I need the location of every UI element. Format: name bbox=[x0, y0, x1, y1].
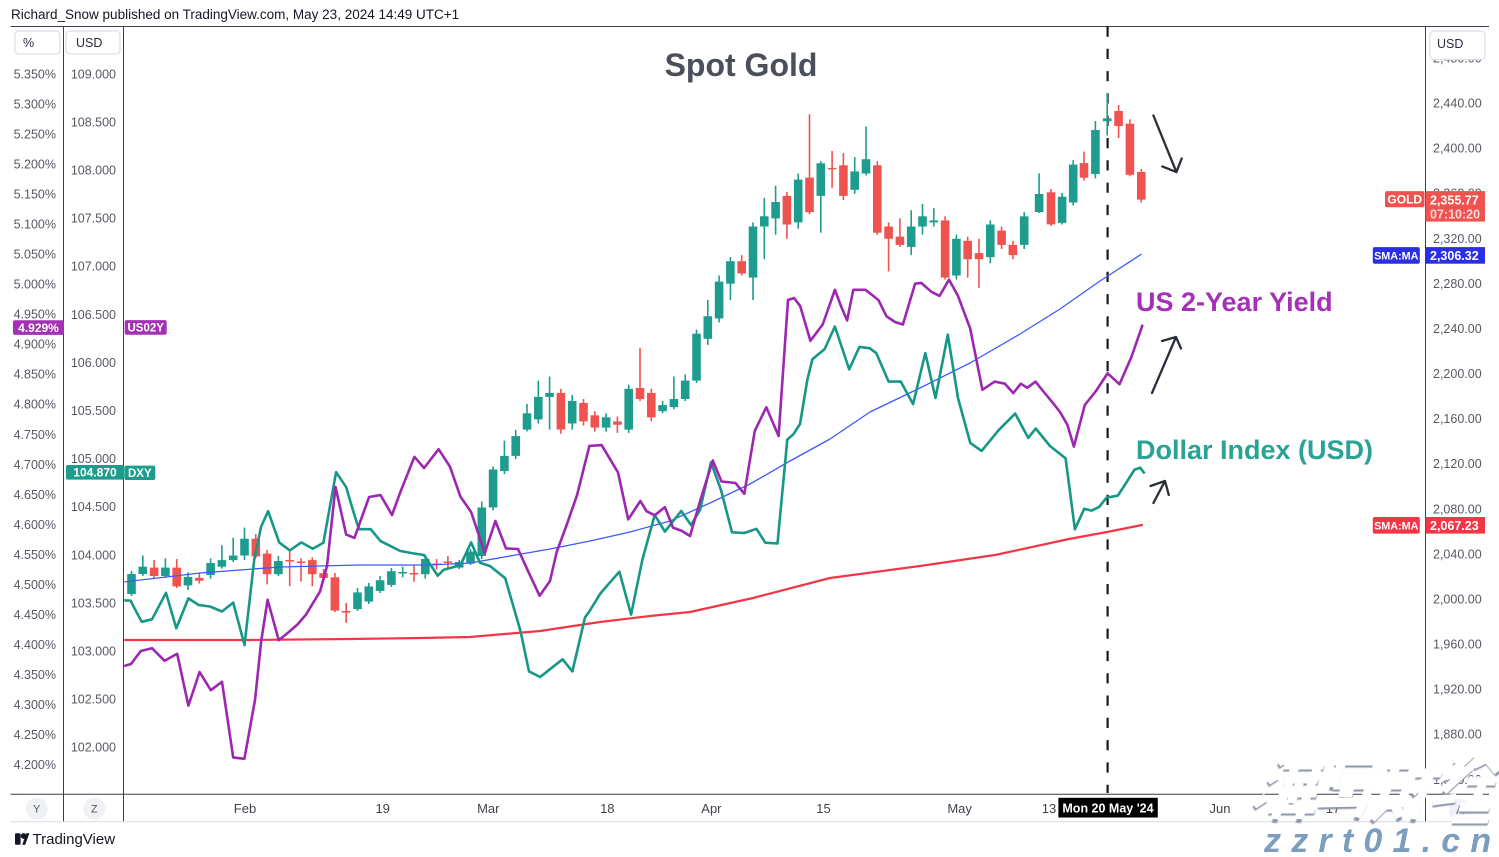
svg-text:2,400.00: 2,400.00 bbox=[1433, 142, 1482, 156]
svg-text:5.250%: 5.250% bbox=[14, 127, 56, 141]
svg-text:USD: USD bbox=[76, 36, 102, 50]
svg-text:2,000.00: 2,000.00 bbox=[1433, 593, 1482, 607]
svg-text:2,067.23: 2,067.23 bbox=[1430, 519, 1479, 533]
svg-text:Y: Y bbox=[33, 804, 41, 816]
svg-text:5.350%: 5.350% bbox=[14, 67, 56, 81]
svg-text:2,080.00: 2,080.00 bbox=[1433, 502, 1482, 516]
svg-text:May: May bbox=[947, 801, 972, 816]
svg-text:4.929%: 4.929% bbox=[18, 321, 59, 335]
svg-text:106.000: 106.000 bbox=[71, 356, 116, 370]
svg-text:4.200%: 4.200% bbox=[14, 758, 56, 772]
svg-text:109.000: 109.000 bbox=[71, 67, 116, 81]
svg-text:105.500: 105.500 bbox=[71, 404, 116, 418]
svg-text:DXY: DXY bbox=[128, 468, 152, 480]
svg-text:4.500%: 4.500% bbox=[14, 578, 56, 592]
svg-text:4.350%: 4.350% bbox=[14, 668, 56, 682]
svg-text:4.550%: 4.550% bbox=[14, 548, 56, 562]
svg-text:4.600%: 4.600% bbox=[14, 518, 56, 532]
svg-text:4.900%: 4.900% bbox=[14, 338, 56, 352]
svg-text:2,160.00: 2,160.00 bbox=[1433, 412, 1482, 426]
svg-text:104.000: 104.000 bbox=[71, 548, 116, 562]
svg-text:102.500: 102.500 bbox=[71, 693, 116, 707]
svg-text:4.450%: 4.450% bbox=[14, 608, 56, 622]
svg-text:Apr: Apr bbox=[701, 801, 722, 816]
svg-text:4.650%: 4.650% bbox=[14, 488, 56, 502]
svg-text:GOLD: GOLD bbox=[1387, 192, 1422, 206]
svg-text:1,880.00: 1,880.00 bbox=[1433, 728, 1482, 742]
svg-text:2,320.00: 2,320.00 bbox=[1433, 232, 1482, 246]
svg-text:13: 13 bbox=[1042, 801, 1056, 816]
svg-text:1,960.00: 1,960.00 bbox=[1433, 638, 1482, 652]
svg-text:4.750%: 4.750% bbox=[14, 428, 56, 442]
svg-text:106.500: 106.500 bbox=[71, 308, 116, 322]
svg-text:5.100%: 5.100% bbox=[14, 218, 56, 232]
svg-text:Dollar Index (USD): Dollar Index (USD) bbox=[1136, 435, 1373, 465]
svg-text:zzrt01.cn: zzrt01.cn bbox=[1263, 822, 1499, 857]
svg-text:107.500: 107.500 bbox=[71, 212, 116, 226]
svg-text:5.300%: 5.300% bbox=[14, 97, 56, 111]
svg-text:4.300%: 4.300% bbox=[14, 698, 56, 712]
svg-text:105.000: 105.000 bbox=[71, 452, 116, 466]
svg-text:%: % bbox=[23, 36, 34, 50]
svg-text:19: 19 bbox=[375, 801, 389, 816]
svg-text:103.000: 103.000 bbox=[71, 645, 116, 659]
svg-text:Feb: Feb bbox=[234, 801, 256, 816]
svg-text:07:10:20: 07:10:20 bbox=[1430, 207, 1480, 221]
svg-text:2,120.00: 2,120.00 bbox=[1433, 457, 1482, 471]
svg-text:US02Y: US02Y bbox=[127, 323, 164, 335]
svg-text:SMA:MA: SMA:MA bbox=[1374, 251, 1419, 263]
svg-text:2,240.00: 2,240.00 bbox=[1433, 322, 1482, 336]
svg-text:Spot Gold: Spot Gold bbox=[665, 47, 818, 83]
svg-text:104.500: 104.500 bbox=[71, 500, 116, 514]
svg-text:2,040.00: 2,040.00 bbox=[1433, 547, 1482, 561]
svg-text:2,280.00: 2,280.00 bbox=[1433, 277, 1482, 291]
svg-text:4.700%: 4.700% bbox=[14, 458, 56, 472]
svg-text:4.850%: 4.850% bbox=[14, 368, 56, 382]
svg-text:2,306.32: 2,306.32 bbox=[1430, 249, 1479, 263]
svg-text:Jun: Jun bbox=[1210, 801, 1231, 816]
svg-text:SMA:MA: SMA:MA bbox=[1374, 521, 1419, 533]
svg-text:2,355.77: 2,355.77 bbox=[1430, 193, 1479, 207]
svg-text:5.050%: 5.050% bbox=[14, 248, 56, 262]
svg-text:4.400%: 4.400% bbox=[14, 638, 56, 652]
svg-text:5.150%: 5.150% bbox=[14, 188, 56, 202]
svg-text:US 2-Year Yield: US 2-Year Yield bbox=[1136, 287, 1333, 317]
svg-text:15: 15 bbox=[816, 801, 830, 816]
svg-text:2,200.00: 2,200.00 bbox=[1433, 367, 1482, 381]
svg-text:4.250%: 4.250% bbox=[14, 728, 56, 742]
svg-text:USD: USD bbox=[1437, 37, 1463, 51]
svg-text:108.500: 108.500 bbox=[71, 115, 116, 129]
svg-text:104.870: 104.870 bbox=[73, 466, 117, 480]
svg-text:Richard_Snow published on Trad: Richard_Snow published on TradingView.co… bbox=[11, 7, 459, 22]
svg-text:108.000: 108.000 bbox=[71, 164, 116, 178]
svg-text:Mar: Mar bbox=[477, 801, 500, 816]
svg-text:2,440.00: 2,440.00 bbox=[1433, 97, 1482, 111]
svg-text:5.000%: 5.000% bbox=[14, 278, 56, 292]
svg-text:4.800%: 4.800% bbox=[14, 398, 56, 412]
svg-text:Mon 20 May '24: Mon 20 May '24 bbox=[1062, 802, 1153, 816]
svg-text:TradingView: TradingView bbox=[33, 831, 116, 848]
svg-text:107.000: 107.000 bbox=[71, 260, 116, 274]
svg-text:18: 18 bbox=[600, 801, 614, 816]
svg-text:102.000: 102.000 bbox=[71, 741, 116, 755]
svg-text:4.950%: 4.950% bbox=[14, 308, 56, 322]
svg-text:Z: Z bbox=[91, 804, 98, 816]
svg-text:5.200%: 5.200% bbox=[14, 157, 56, 171]
svg-text:103.500: 103.500 bbox=[71, 596, 116, 610]
svg-text:1,920.00: 1,920.00 bbox=[1433, 683, 1482, 697]
